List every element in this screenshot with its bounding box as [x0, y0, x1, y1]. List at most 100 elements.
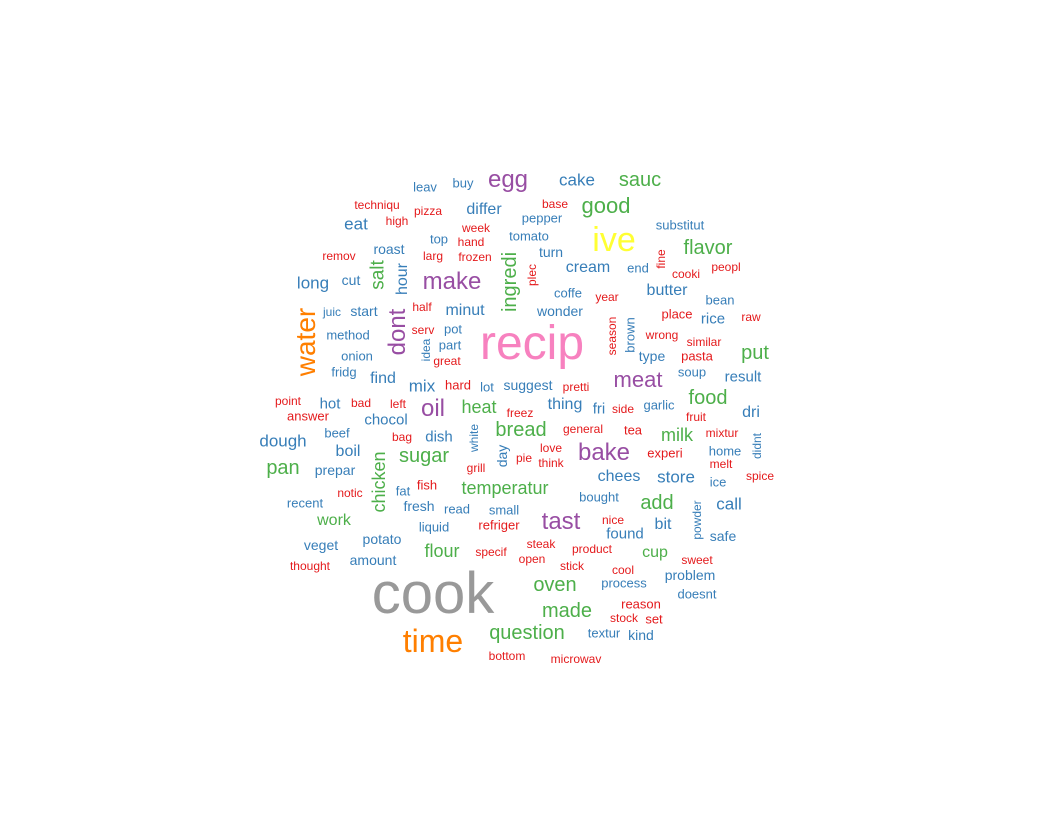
word-remov: remov: [322, 249, 356, 263]
word-bit: bit: [654, 516, 672, 533]
word-place: place: [661, 306, 693, 322]
word-larg: larg: [422, 249, 444, 263]
word-work: work: [317, 512, 351, 529]
word-bread: bread: [495, 419, 547, 441]
word-boil: boil: [335, 443, 361, 460]
word-substitut: substitut: [655, 217, 705, 233]
word-tomato: tomato: [509, 228, 549, 244]
word-top: top: [429, 231, 449, 247]
word-point: point: [274, 394, 302, 408]
word-white: white: [467, 423, 481, 453]
word-flavor: flavor: [683, 237, 733, 259]
word-rice: rice: [700, 310, 726, 328]
word-thing: thing: [547, 396, 583, 413]
word-meat: meat: [613, 367, 663, 392]
word-salt: salt: [367, 260, 389, 290]
word-didnt: didnt: [750, 432, 764, 460]
word-butter: butter: [646, 282, 688, 299]
word-cooki: cooki: [671, 267, 701, 281]
word-heat: heat: [461, 397, 497, 417]
word-lot: lot: [480, 379, 494, 395]
word-general: general: [562, 422, 604, 436]
word-bad: bad: [350, 396, 372, 410]
word-turn: turn: [538, 244, 564, 260]
word-doesnt: doesnt: [677, 586, 717, 602]
word-pepper: pepper: [521, 210, 563, 226]
word-cook: cook: [371, 561, 495, 626]
word-roast: roast: [373, 241, 405, 257]
word-question: question: [489, 622, 565, 644]
word-find: find: [370, 370, 396, 387]
word-great: great: [433, 354, 461, 368]
word-potato: potato: [362, 531, 402, 547]
word-pie: pie: [515, 451, 533, 465]
word-oil: oil: [420, 395, 446, 422]
word-experi: experi: [647, 445, 683, 461]
word-put: put: [741, 342, 769, 364]
word-base: base: [541, 197, 569, 211]
word-cake: cake: [559, 170, 595, 190]
word-temperatur: temperatur: [461, 478, 549, 498]
word-fish: fish: [416, 477, 438, 493]
word-hot: hot: [319, 395, 341, 413]
word-hour: hour: [394, 262, 411, 296]
word-food: food: [688, 387, 728, 409]
word-microwav: microwav: [550, 652, 602, 666]
word-store: store: [657, 467, 695, 487]
word-raw: raw: [741, 310, 761, 324]
word-chees: chees: [597, 468, 641, 485]
word-bought: bought: [579, 489, 619, 505]
word-idea: idea: [419, 338, 433, 362]
word-year: year: [595, 290, 619, 304]
word-water: water: [290, 307, 321, 377]
word-set: set: [645, 611, 663, 627]
word-stick: stick: [560, 559, 584, 573]
word-mix: mix: [408, 376, 436, 396]
word-pan: pan: [266, 457, 300, 479]
word-hand: hand: [457, 235, 485, 249]
word-similar: similar: [686, 335, 722, 349]
word-part: part: [438, 337, 462, 353]
word-suggest: suggest: [503, 377, 553, 393]
word-tast: tast: [541, 508, 581, 535]
word-minut: minut: [445, 302, 485, 319]
word-kind: kind: [628, 627, 654, 643]
word-veget: veget: [303, 537, 339, 553]
word-made: made: [541, 600, 593, 622]
word-dough: dough: [259, 431, 307, 451]
word-steak: steak: [526, 537, 556, 551]
word-cream: cream: [565, 259, 611, 276]
word-coffe: coffe: [554, 285, 582, 301]
word-chocol: chocol: [364, 411, 408, 429]
word-bake: bake: [577, 439, 631, 466]
word-home: home: [708, 443, 742, 459]
word-fat: fat: [395, 483, 411, 499]
word-melt: melt: [709, 457, 733, 471]
word-fresh: fresh: [403, 498, 435, 514]
word-call: call: [716, 494, 742, 514]
word-garlic: garlic: [643, 397, 675, 413]
word-fridg: fridg: [331, 364, 357, 380]
word-problem: problem: [664, 567, 716, 583]
word-stock: stock: [609, 611, 639, 625]
word-pot: pot: [443, 321, 463, 337]
word-cut: cut: [341, 272, 361, 288]
word-cool: cool: [611, 563, 635, 577]
word-specif: specif: [475, 545, 507, 559]
word-good: good: [581, 193, 631, 218]
word-small: small: [488, 502, 520, 518]
word-wonder: wonder: [537, 303, 583, 319]
word-leav: leav: [413, 179, 437, 195]
word-notic: notic: [337, 486, 363, 500]
word-high: high: [385, 214, 409, 228]
word-recent: recent: [286, 495, 324, 511]
word-pasta: pasta: [681, 348, 713, 364]
word-bean: bean: [705, 292, 735, 308]
word-dri: dri: [742, 404, 760, 421]
word-season: season: [605, 316, 619, 356]
word-dont: dont: [384, 308, 411, 356]
word-amount: amount: [349, 552, 397, 568]
word-day: day: [494, 444, 510, 468]
word-egg: egg: [487, 166, 529, 193]
word-freez: freez: [506, 406, 534, 420]
